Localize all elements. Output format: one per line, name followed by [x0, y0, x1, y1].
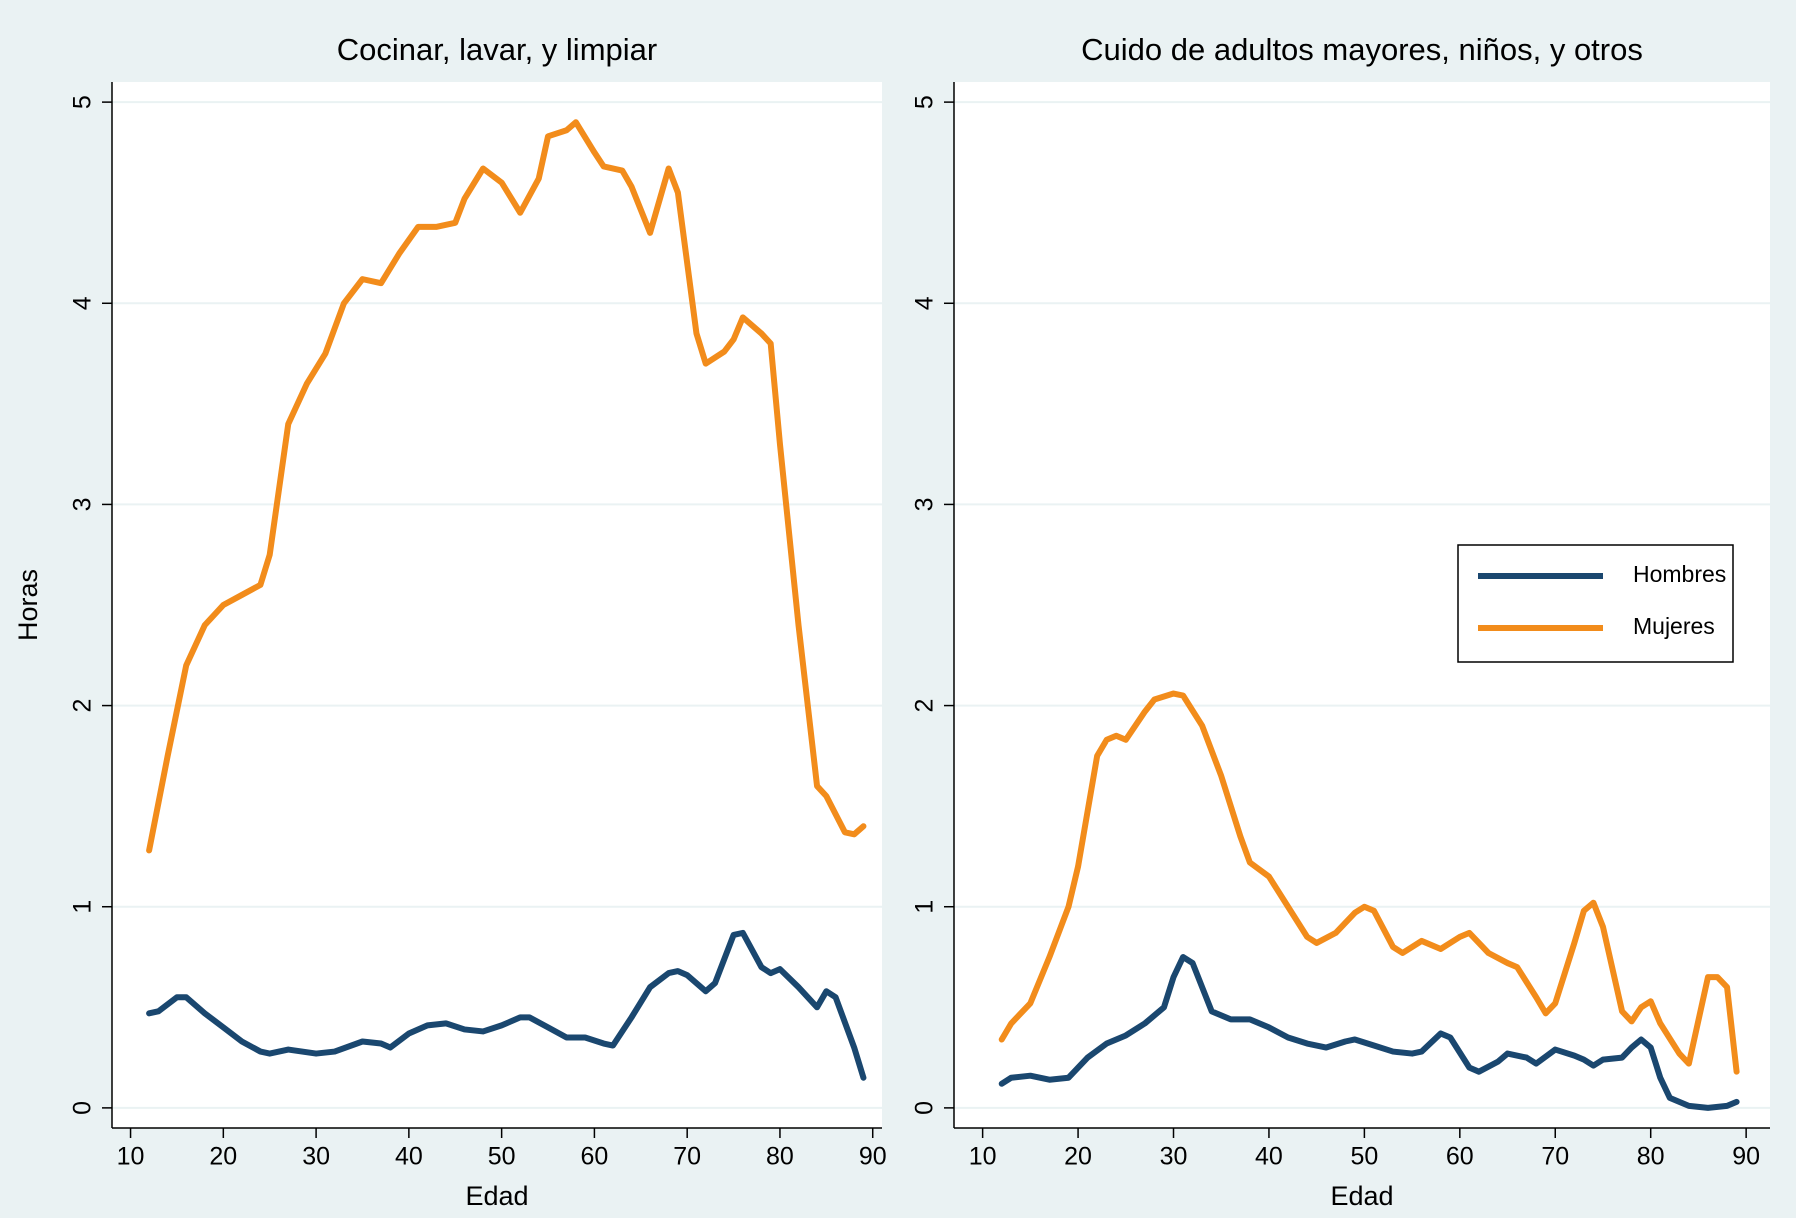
series-line — [998, 690, 1740, 1075]
x-tick-label: 30 — [1160, 1143, 1188, 1171]
x-tick-label: 50 — [1350, 1143, 1378, 1171]
x-tick-label: 90 — [859, 1143, 887, 1171]
x-axis-label: Edad — [1330, 1181, 1393, 1211]
legend-label: Hombres — [1633, 561, 1726, 587]
y-axis-label: Horas — [13, 569, 43, 641]
y-tick-label: 3 — [69, 497, 97, 511]
x-tick-label: 80 — [1637, 1143, 1665, 1171]
x-tick-label: 20 — [209, 1143, 237, 1171]
x-tick-label: 10 — [117, 1143, 145, 1171]
series-line — [146, 929, 867, 1081]
x-tick-label: 70 — [1541, 1143, 1569, 1171]
series-line — [998, 954, 1740, 1111]
x-tick-label: 40 — [395, 1143, 423, 1171]
series-line — [146, 119, 867, 854]
y-tick-label: 2 — [911, 699, 939, 713]
x-tick-label: 70 — [673, 1143, 701, 1171]
x-tick-label: 30 — [302, 1143, 330, 1171]
legend-label: Mujeres — [1633, 613, 1715, 639]
legend: Hombres Mujeres — [1457, 544, 1734, 663]
chart-title: Cuido de adultos mayores, niños, y otros — [1081, 32, 1643, 67]
x-tick-label: 10 — [969, 1143, 997, 1171]
y-tick-label: 3 — [911, 497, 939, 511]
y-tick-label: 5 — [69, 95, 97, 109]
y-tick-label: 0 — [911, 1101, 939, 1115]
y-tick-label: 5 — [911, 95, 939, 109]
x-tick-label: 90 — [1732, 1143, 1760, 1171]
y-tick-label: 1 — [911, 900, 939, 914]
y-tick-label: 2 — [69, 699, 97, 713]
x-tick-label: 60 — [581, 1143, 609, 1171]
x-axis-label: Edad — [465, 1181, 528, 1211]
y-tick-label: 4 — [911, 296, 939, 310]
chart-title: Cocinar, lavar, y limpiar — [337, 32, 657, 67]
x-tick-label: 40 — [1255, 1143, 1283, 1171]
x-tick-label: 80 — [766, 1143, 794, 1171]
x-tick-label: 60 — [1446, 1143, 1474, 1171]
legend-box — [1457, 544, 1734, 663]
y-tick-label: 1 — [69, 900, 97, 914]
x-tick-label: 50 — [488, 1143, 516, 1171]
y-tick-label: 4 — [69, 296, 97, 310]
y-tick-label: 0 — [69, 1101, 97, 1115]
x-tick-label: 20 — [1064, 1143, 1092, 1171]
